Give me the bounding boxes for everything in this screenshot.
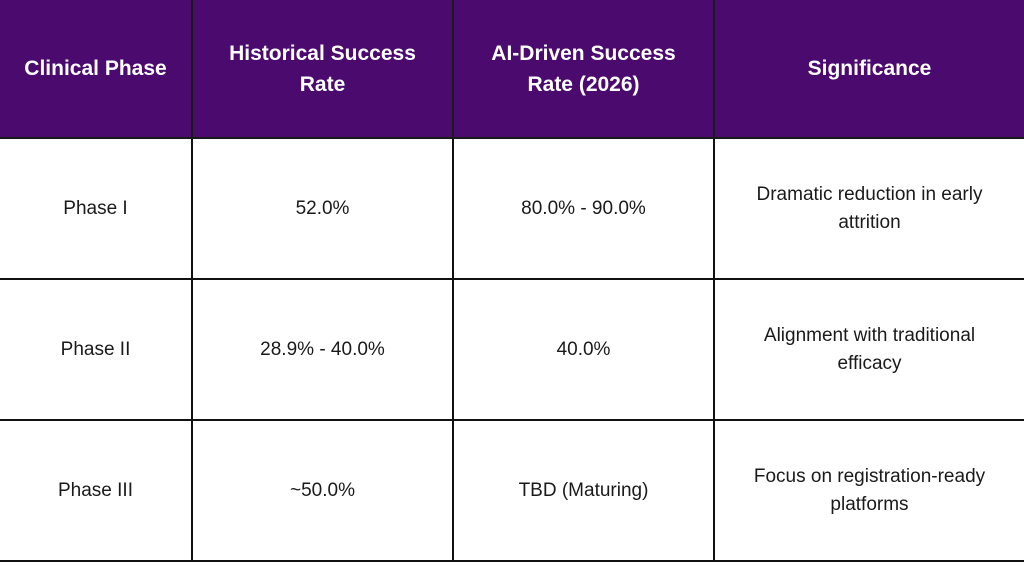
- header-cell-significance: Significance: [713, 0, 1024, 139]
- cell-historical-success-rate: 52.0%: [191, 137, 454, 280]
- cell-clinical-phase: Phase I: [0, 137, 193, 280]
- cell-clinical-phase: Phase II: [0, 278, 193, 421]
- table-row: Phase I 52.0% 80.0% - 90.0% Dramatic red…: [0, 137, 1024, 280]
- cell-ai-driven-success-rate: 80.0% - 90.0%: [452, 137, 715, 280]
- header-cell-clinical-phase: Clinical Phase: [0, 0, 193, 139]
- cell-ai-driven-success-rate: TBD (Maturing): [452, 419, 715, 562]
- cell-historical-success-rate: ~50.0%: [191, 419, 454, 562]
- table-row: Phase II 28.9% - 40.0% 40.0% Alignment w…: [0, 278, 1024, 421]
- cell-historical-success-rate: 28.9% - 40.0%: [191, 278, 454, 421]
- cell-significance: Focus on registration-ready platforms: [713, 419, 1024, 562]
- header-cell-ai-driven-success-rate: AI-Driven Success Rate (2026): [452, 0, 715, 139]
- header-row: Clinical Phase Historical Success Rate A…: [0, 0, 1024, 139]
- cell-significance: Alignment with traditional efficacy: [713, 278, 1024, 421]
- table-row: Phase III ~50.0% TBD (Maturing) Focus on…: [0, 419, 1024, 562]
- cell-clinical-phase: Phase III: [0, 419, 193, 562]
- header-cell-historical-success-rate: Historical Success Rate: [191, 0, 454, 139]
- cell-ai-driven-success-rate: 40.0%: [452, 278, 715, 421]
- cell-significance: Dramatic reduction in early attrition: [713, 137, 1024, 280]
